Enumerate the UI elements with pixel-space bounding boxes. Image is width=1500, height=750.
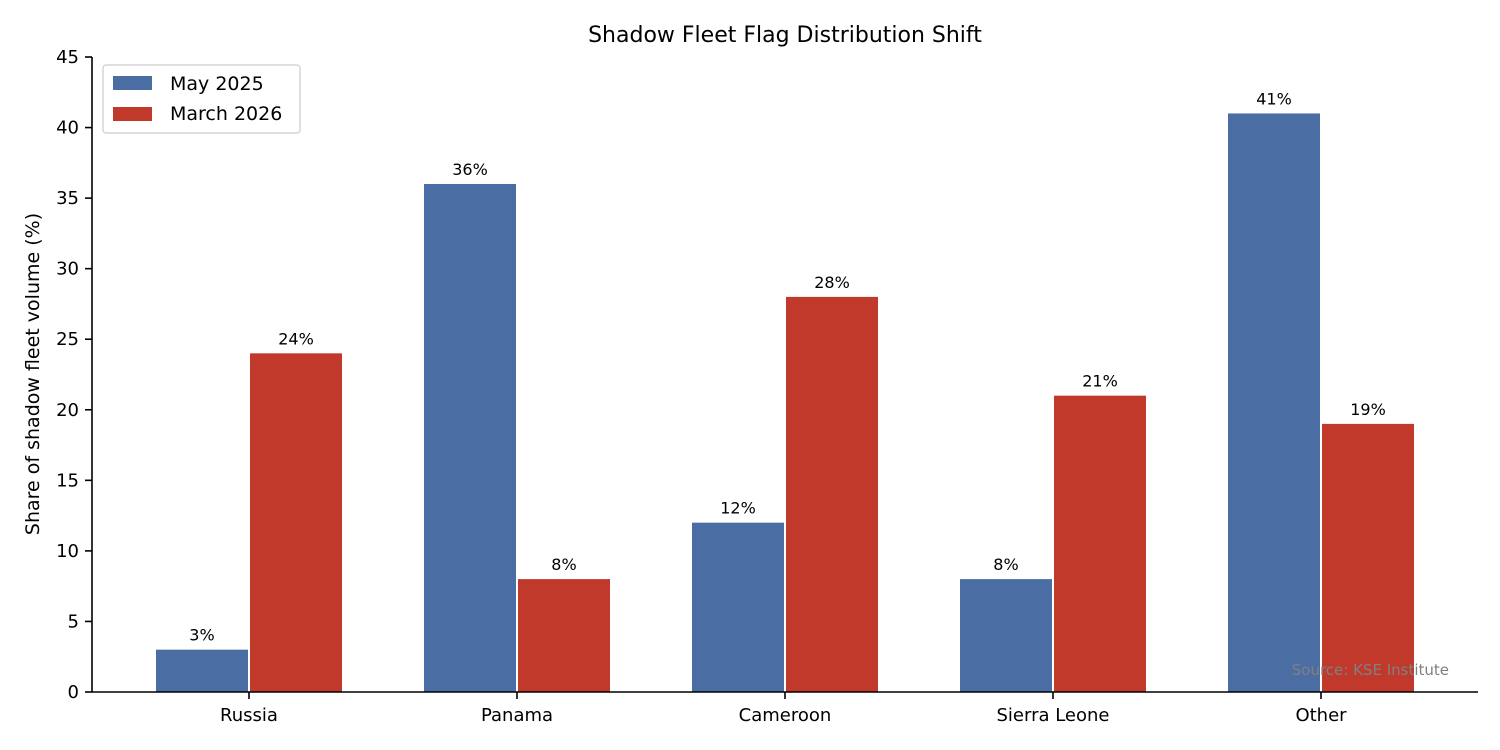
legend-frame <box>102 64 301 134</box>
x-ticks-group: Russia Panama Cameroon Sierra Leone Other <box>220 692 1347 726</box>
bar-march-2026-sierra-leone <box>1054 395 1146 692</box>
x-tick-label-cameroon: Cameroon <box>739 705 832 726</box>
data-label-march-2026-russia: 24% <box>278 329 314 348</box>
bar-may-2025-russia <box>156 649 248 692</box>
bar-march-2026-panama <box>518 579 610 692</box>
y-tick-label-45: 45 <box>56 47 79 68</box>
legend-swatch-march-2026 <box>113 107 152 121</box>
x-tick-label-other: Other <box>1295 705 1347 726</box>
y-tick-label-5: 5 <box>68 611 79 632</box>
bar-may-2025-sierra-leone <box>960 579 1052 692</box>
y-ticks-group: 0 5 10 15 20 25 30 35 40 45 <box>56 47 92 703</box>
bar-may-2025-panama <box>424 184 516 692</box>
chart-title: Shadow Fleet Flag Distribution Shift <box>588 23 982 48</box>
x-tick-label-russia: Russia <box>220 705 278 726</box>
bar-march-2026-cameroon <box>786 296 878 692</box>
x-tick-label-panama: Panama <box>481 705 553 726</box>
source-note: Source: KSE Institute <box>1292 661 1449 679</box>
x-tick-label-sierra-leone: Sierra Leone <box>996 705 1109 726</box>
y-tick-label-25: 25 <box>56 329 79 350</box>
bar-march-2026-russia <box>250 353 342 692</box>
legend-label-may-2025: May 2025 <box>170 73 264 95</box>
bar-march-2026-other <box>1322 423 1414 692</box>
y-tick-label-10: 10 <box>56 541 79 562</box>
data-label-may-2025-other: 41% <box>1256 89 1292 108</box>
bar-may-2025-cameroon <box>692 522 784 692</box>
data-label-may-2025-sierra-leone: 8% <box>993 555 1018 574</box>
data-label-may-2025-russia: 3% <box>189 626 214 645</box>
bars-group <box>156 113 1414 692</box>
y-axis-label: Share of shadow fleet volume (%) <box>22 213 44 535</box>
legend-label-march-2026: March 2026 <box>170 103 282 125</box>
data-label-may-2025-panama: 36% <box>452 160 488 179</box>
data-label-march-2026-sierra-leone: 21% <box>1082 372 1118 391</box>
data-label-march-2026-cameroon: 28% <box>814 273 850 292</box>
data-labels-group: 3% 24% 36% 8% 12% 28% 8% 21% 41% 19% <box>189 89 1385 644</box>
data-label-march-2026-other: 19% <box>1350 400 1386 419</box>
data-label-may-2025-cameroon: 12% <box>720 499 756 518</box>
y-tick-label-20: 20 <box>56 400 79 421</box>
y-tick-label-15: 15 <box>56 470 79 491</box>
y-tick-label-0: 0 <box>68 682 79 703</box>
y-tick-label-30: 30 <box>56 259 79 280</box>
y-tick-label-35: 35 <box>56 188 79 209</box>
legend-swatch-may-2025 <box>113 76 152 90</box>
bar-may-2025-other <box>1228 113 1320 692</box>
legend: May 2025 March 2026 <box>102 64 301 134</box>
data-label-march-2026-panama: 8% <box>551 555 576 574</box>
y-tick-label-40: 40 <box>56 118 79 139</box>
